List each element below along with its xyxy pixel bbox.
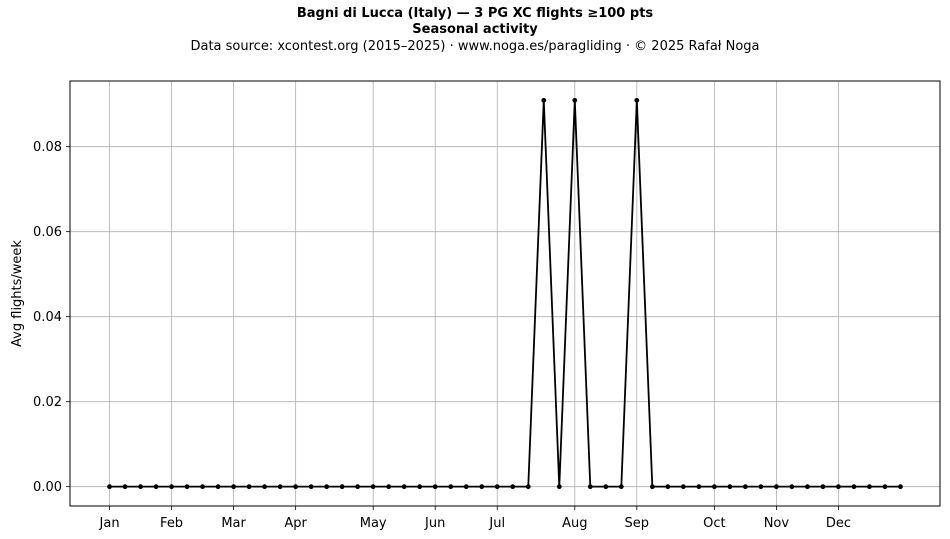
- data-point: [742, 484, 748, 490]
- data-point: [836, 484, 841, 490]
- data-point: [401, 484, 407, 490]
- data-point: [773, 484, 779, 490]
- data-point: [634, 97, 640, 103]
- grid-lines: [70, 81, 940, 506]
- data-point: [898, 484, 903, 490]
- data-point: [293, 484, 299, 490]
- data-point: [386, 484, 392, 490]
- data-point: [603, 484, 609, 490]
- data-point: [277, 484, 283, 490]
- y-tick-label: 0.08: [33, 140, 62, 155]
- x-axis-ticks: Jan Feb Mar Apr May Jun Jul Aug Sep Oct Nov Dec: [99, 506, 851, 531]
- data-point: [727, 484, 733, 490]
- chart-title: Bagni di Lucca (Italy) — 3 PG XC flights…: [296, 6, 654, 21]
- data-point: [339, 484, 345, 490]
- x-tick-label: May: [360, 516, 387, 531]
- data-point: [556, 484, 562, 490]
- y-tick-label: 0.04: [33, 310, 62, 325]
- data-point: [867, 484, 872, 490]
- data-point: [665, 484, 671, 490]
- y-tick-label: 0.06: [33, 225, 62, 240]
- data-point: [231, 484, 237, 490]
- data-point: [789, 484, 795, 490]
- chart-titles: Bagni di Lucca (Italy) — 3 PG XC flights…: [0, 6, 950, 56]
- x-tick-label: Oct: [703, 516, 725, 531]
- y-axis-ticks: 0.00 0.02 0.04 0.06 0.08: [33, 140, 70, 495]
- data-point: [153, 484, 159, 490]
- data-point: [479, 484, 485, 490]
- data-point: [308, 484, 314, 490]
- data-point: [711, 484, 717, 490]
- data-point: [494, 484, 500, 490]
- chart-subtitle: Seasonal activity: [412, 22, 538, 37]
- x-tick-label: Apr: [284, 516, 307, 531]
- data-point: [510, 484, 516, 490]
- data-points: [107, 97, 903, 490]
- data-point: [370, 484, 376, 490]
- data-point: [107, 484, 112, 490]
- data-point: [355, 484, 361, 490]
- data-point: [805, 484, 810, 490]
- series-line-group: [109, 100, 901, 488]
- data-point: [417, 484, 423, 490]
- y-tick-label: 0.00: [33, 480, 62, 495]
- data-point: [122, 484, 128, 490]
- x-tick-label: Dec: [826, 516, 851, 531]
- data-point: [525, 484, 531, 490]
- data-point: [184, 484, 190, 490]
- x-tick-label: Sep: [625, 516, 650, 531]
- data-point: [649, 484, 655, 490]
- x-tick-label: Jun: [424, 516, 445, 531]
- data-point: [572, 97, 578, 103]
- data-point: [448, 484, 454, 490]
- x-tick-label: Feb: [160, 516, 183, 531]
- data-point: [696, 484, 702, 490]
- chart-source: Data source: xcontest.org (2015–2025) · …: [190, 39, 760, 54]
- data-point: [882, 484, 888, 490]
- y-axis-label: Avg flights/week: [10, 240, 25, 347]
- data-point: [324, 484, 330, 490]
- data-point: [463, 484, 469, 490]
- data-point: [587, 484, 593, 490]
- data-point: [618, 484, 624, 490]
- data-point: [758, 484, 764, 490]
- data-point: [820, 484, 826, 490]
- data-point: [262, 484, 268, 490]
- x-tick-label: Jul: [488, 516, 505, 531]
- data-point: [432, 484, 438, 490]
- data-point: [138, 484, 143, 490]
- y-tick-label: 0.02: [33, 395, 62, 410]
- series-line: [109, 100, 901, 488]
- data-point: [169, 484, 174, 490]
- x-tick-label: Jan: [99, 516, 120, 531]
- plot-frame: [69, 80, 941, 507]
- data-point: [246, 484, 252, 490]
- data-point: [680, 484, 686, 490]
- data-point: [215, 484, 221, 490]
- data-point: [851, 484, 857, 490]
- data-point: [541, 97, 547, 103]
- x-tick-label: Mar: [221, 516, 246, 531]
- x-tick-label: Aug: [562, 516, 587, 531]
- data-point: [200, 484, 205, 490]
- x-tick-label: Nov: [764, 516, 790, 531]
